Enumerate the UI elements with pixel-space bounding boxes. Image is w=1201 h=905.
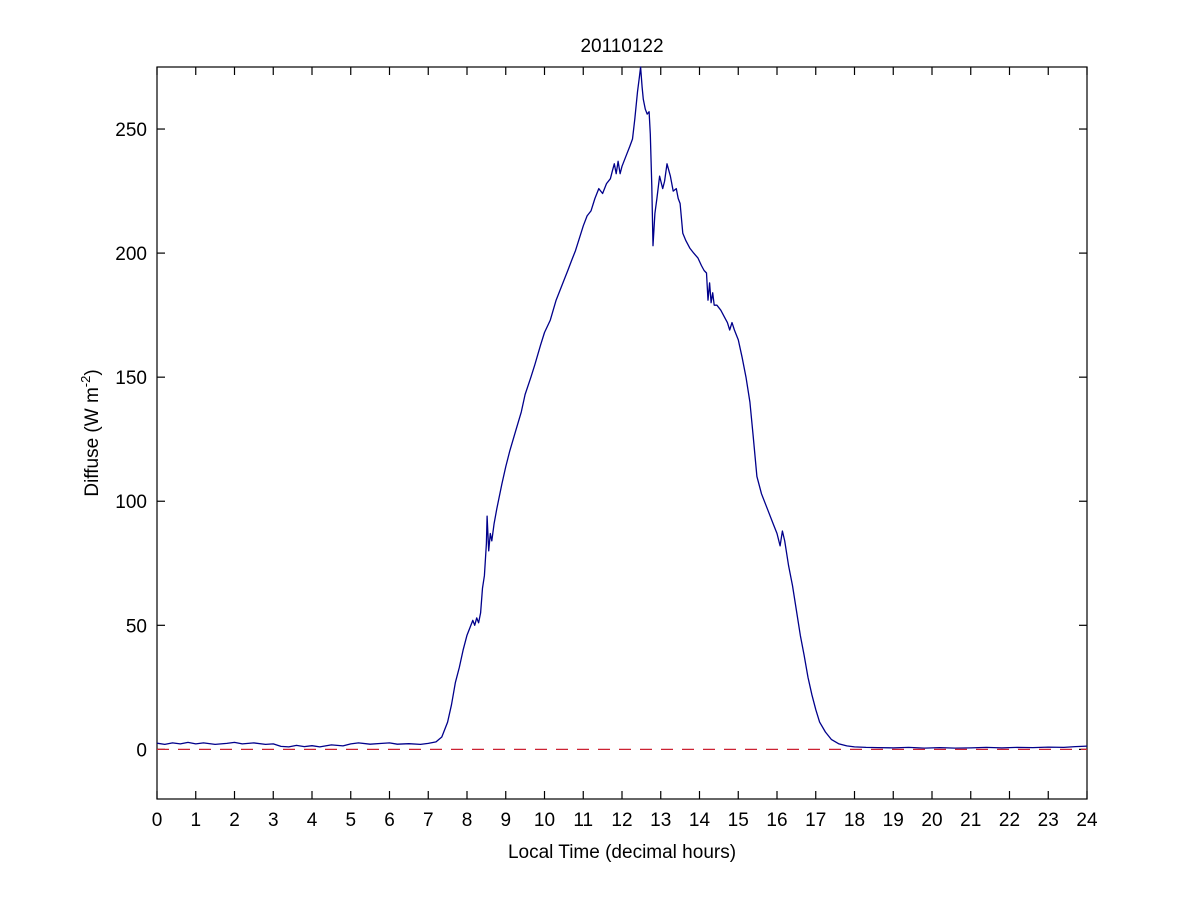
- x-tick-label: 22: [999, 810, 1020, 831]
- x-tick-label: 15: [728, 810, 749, 831]
- y-axis-tick-labels: 0 50 100 150 200 250: [115, 120, 147, 761]
- x-tick-label: 1: [190, 810, 201, 831]
- x-tick-label: 18: [844, 810, 865, 831]
- x-axis-label: Local Time (decimal hours): [508, 842, 736, 863]
- x-tick-label: 16: [766, 810, 787, 831]
- y-axis-label-text: Diffuse (W m: [82, 387, 103, 496]
- x-tick-label: 12: [611, 810, 632, 831]
- y-tick-label: 200: [115, 244, 147, 265]
- axis-ticks: [156, 67, 1088, 799]
- x-tick-label: 23: [1038, 810, 1059, 831]
- x-tick-label: 14: [689, 810, 711, 831]
- y-tick-label: 100: [115, 492, 147, 513]
- y-tick-label: 50: [126, 616, 147, 637]
- y-tick-label: 150: [115, 368, 147, 389]
- chart-title: 20110122: [580, 36, 663, 57]
- x-tick-label: 3: [268, 810, 279, 831]
- x-tick-label: 9: [500, 810, 511, 831]
- x-tick-label: 17: [805, 810, 826, 831]
- x-tick-label: 11: [573, 810, 593, 831]
- plot-area-border: [156, 66, 1088, 800]
- x-axis-tick-labels: 0 1 2 3 4 5 6 7 8 9 10 11 12 13 14 15 16 17 18 19 20 21 22 23 24: [152, 810, 1098, 831]
- x-tick-label: 4: [307, 810, 318, 831]
- x-tick-label: 21: [960, 810, 981, 831]
- y-axis-label-exponent: -2: [78, 376, 93, 388]
- y-axis-label-close: ): [82, 369, 103, 375]
- x-tick-label: 5: [345, 810, 356, 831]
- x-tick-label: 6: [384, 810, 395, 831]
- x-tick-label: 24: [1076, 810, 1098, 831]
- x-tick-label: 0: [152, 810, 163, 831]
- x-tick-label: 20: [921, 810, 942, 831]
- x-tick-label: 7: [423, 810, 434, 831]
- y-tick-label: 0: [136, 740, 147, 761]
- y-axis-label: Diffuse (W m-2): [78, 369, 103, 496]
- data-series: [156, 66, 1088, 751]
- x-tick-label: 8: [462, 810, 473, 831]
- x-tick-label: 19: [883, 810, 904, 831]
- y-tick-label: 250: [115, 120, 147, 141]
- x-tick-label: 2: [229, 810, 240, 831]
- diffuse-irradiance-line: [156, 66, 1088, 749]
- x-tick-label: 13: [650, 810, 671, 831]
- x-tick-label: 10: [534, 810, 555, 831]
